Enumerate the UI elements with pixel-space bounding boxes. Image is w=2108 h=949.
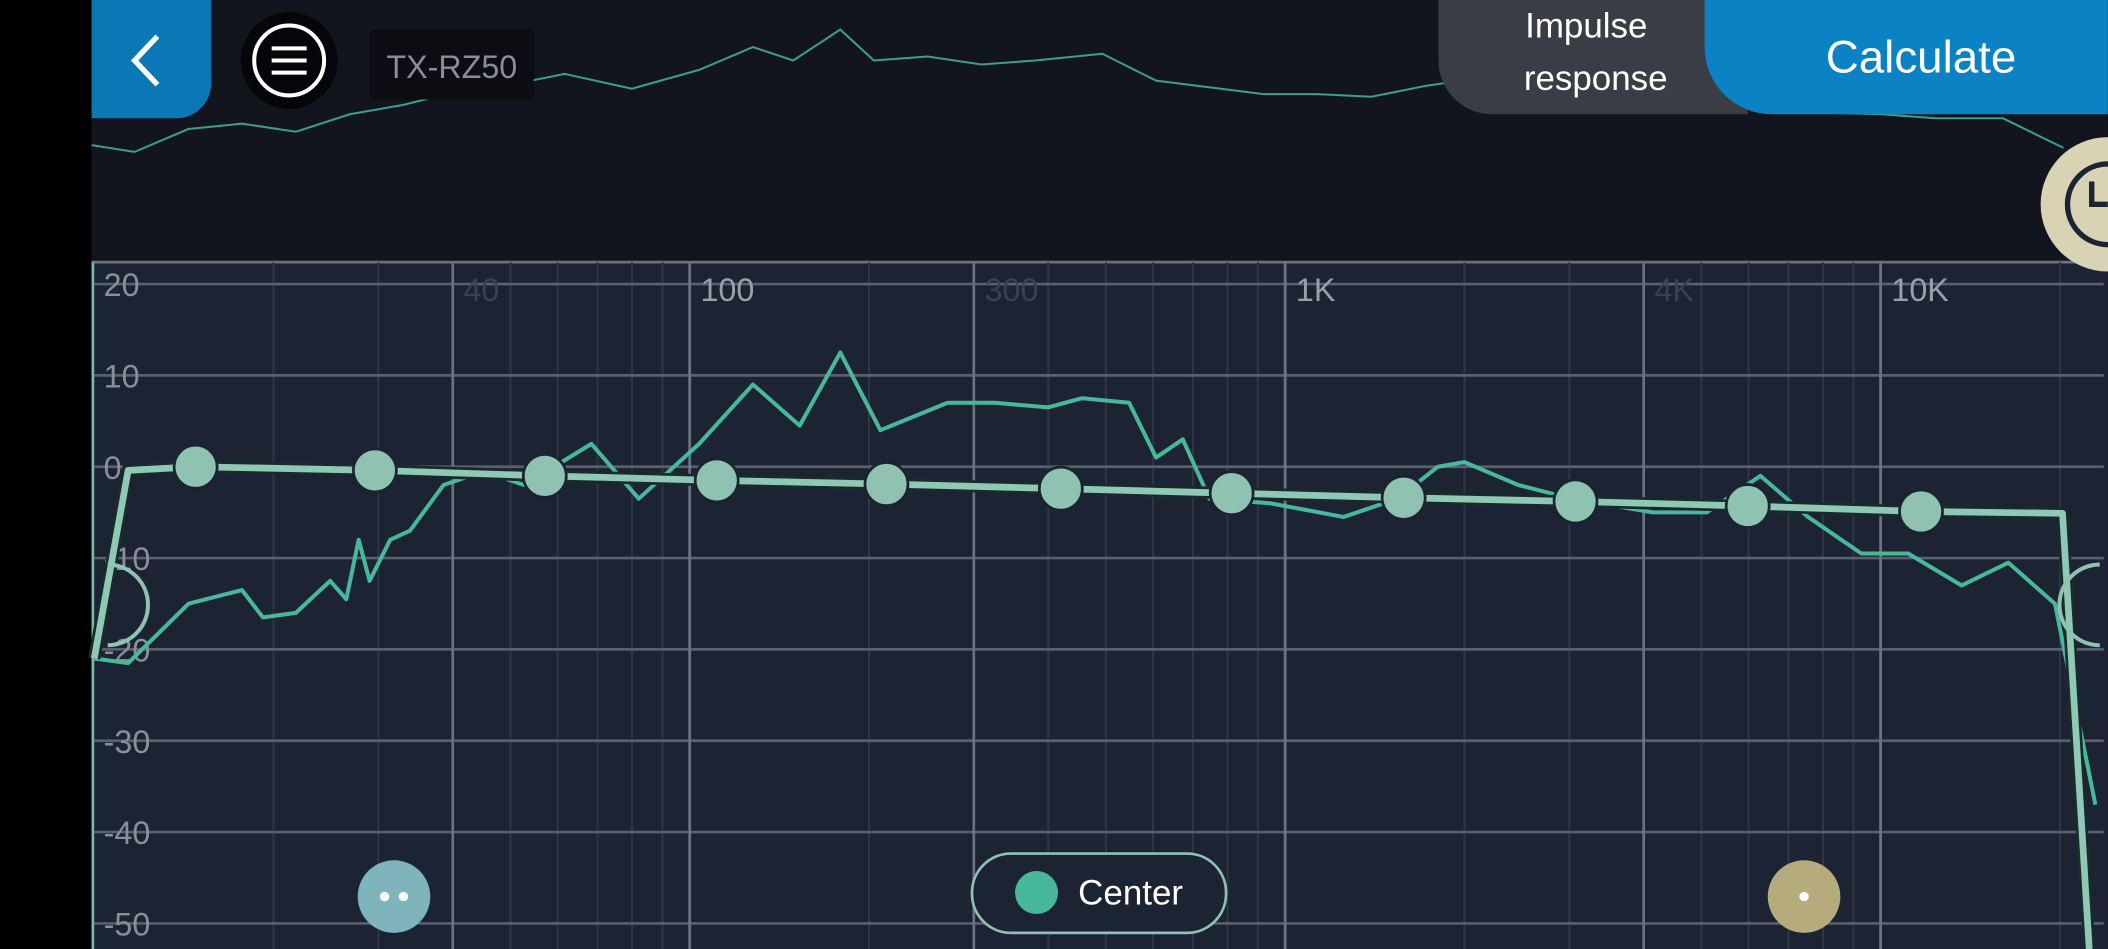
calculate-label: Calculate — [1826, 32, 2016, 83]
options-dot — [398, 891, 409, 902]
eq-node[interactable] — [863, 461, 910, 507]
back-button[interactable] — [91, 0, 212, 119]
impulse-label: response — [1524, 59, 1668, 98]
x-tick-label: 40 — [464, 272, 500, 308]
eq-node[interactable] — [1552, 478, 1599, 525]
eq-node[interactable] — [693, 457, 740, 504]
eq-node[interactable] — [172, 443, 219, 490]
y-tick-label: -50 — [104, 907, 151, 943]
y-tick-label: 10 — [104, 358, 140, 394]
x-tick-label: 10K — [1891, 272, 1949, 308]
history-hand — [2089, 181, 2108, 208]
device-name: TX-RZ50 — [386, 49, 517, 85]
y-tick-label: -40 — [104, 815, 151, 851]
menu-icon — [252, 23, 327, 98]
eq-node[interactable] — [352, 447, 398, 494]
back-icon — [130, 34, 160, 87]
x-tick-label: 300 — [985, 272, 1039, 308]
eq-node[interactable] — [1208, 470, 1255, 517]
legend-label: Center — [1078, 874, 1183, 913]
menu-lines — [271, 46, 307, 75]
history-button[interactable] — [2040, 137, 2108, 272]
eq-node[interactable] — [1724, 483, 1771, 529]
eq-node[interactable] — [521, 453, 568, 499]
impulse-label: Impulse — [1525, 7, 1647, 46]
y-tick-label: -30 — [104, 724, 151, 760]
low-handle[interactable] — [107, 562, 151, 648]
y-tick-label: 0 — [104, 450, 122, 486]
impulse-button[interactable] — [1438, 0, 1748, 115]
x-tick-label: 4K — [1654, 272, 1694, 308]
options-dot — [379, 891, 390, 902]
high-handle[interactable] — [2057, 562, 2100, 648]
plot-area — [91, 262, 2108, 949]
y-tick-label: 20 — [104, 267, 140, 303]
calculate-button[interactable] — [1704, 0, 2108, 115]
options-button[interactable] — [357, 860, 431, 933]
extra-dot — [1799, 891, 1809, 902]
legend-swatch — [1015, 871, 1059, 915]
device-box — [369, 29, 534, 100]
x-tick-label: 100 — [700, 272, 754, 308]
eq-node[interactable] — [1380, 474, 1427, 521]
x-tick-label: 1K — [1296, 272, 1336, 308]
left-strip — [0, 0, 92, 949]
eq-node[interactable] — [1898, 488, 1944, 535]
eq-node[interactable] — [1037, 465, 1084, 512]
